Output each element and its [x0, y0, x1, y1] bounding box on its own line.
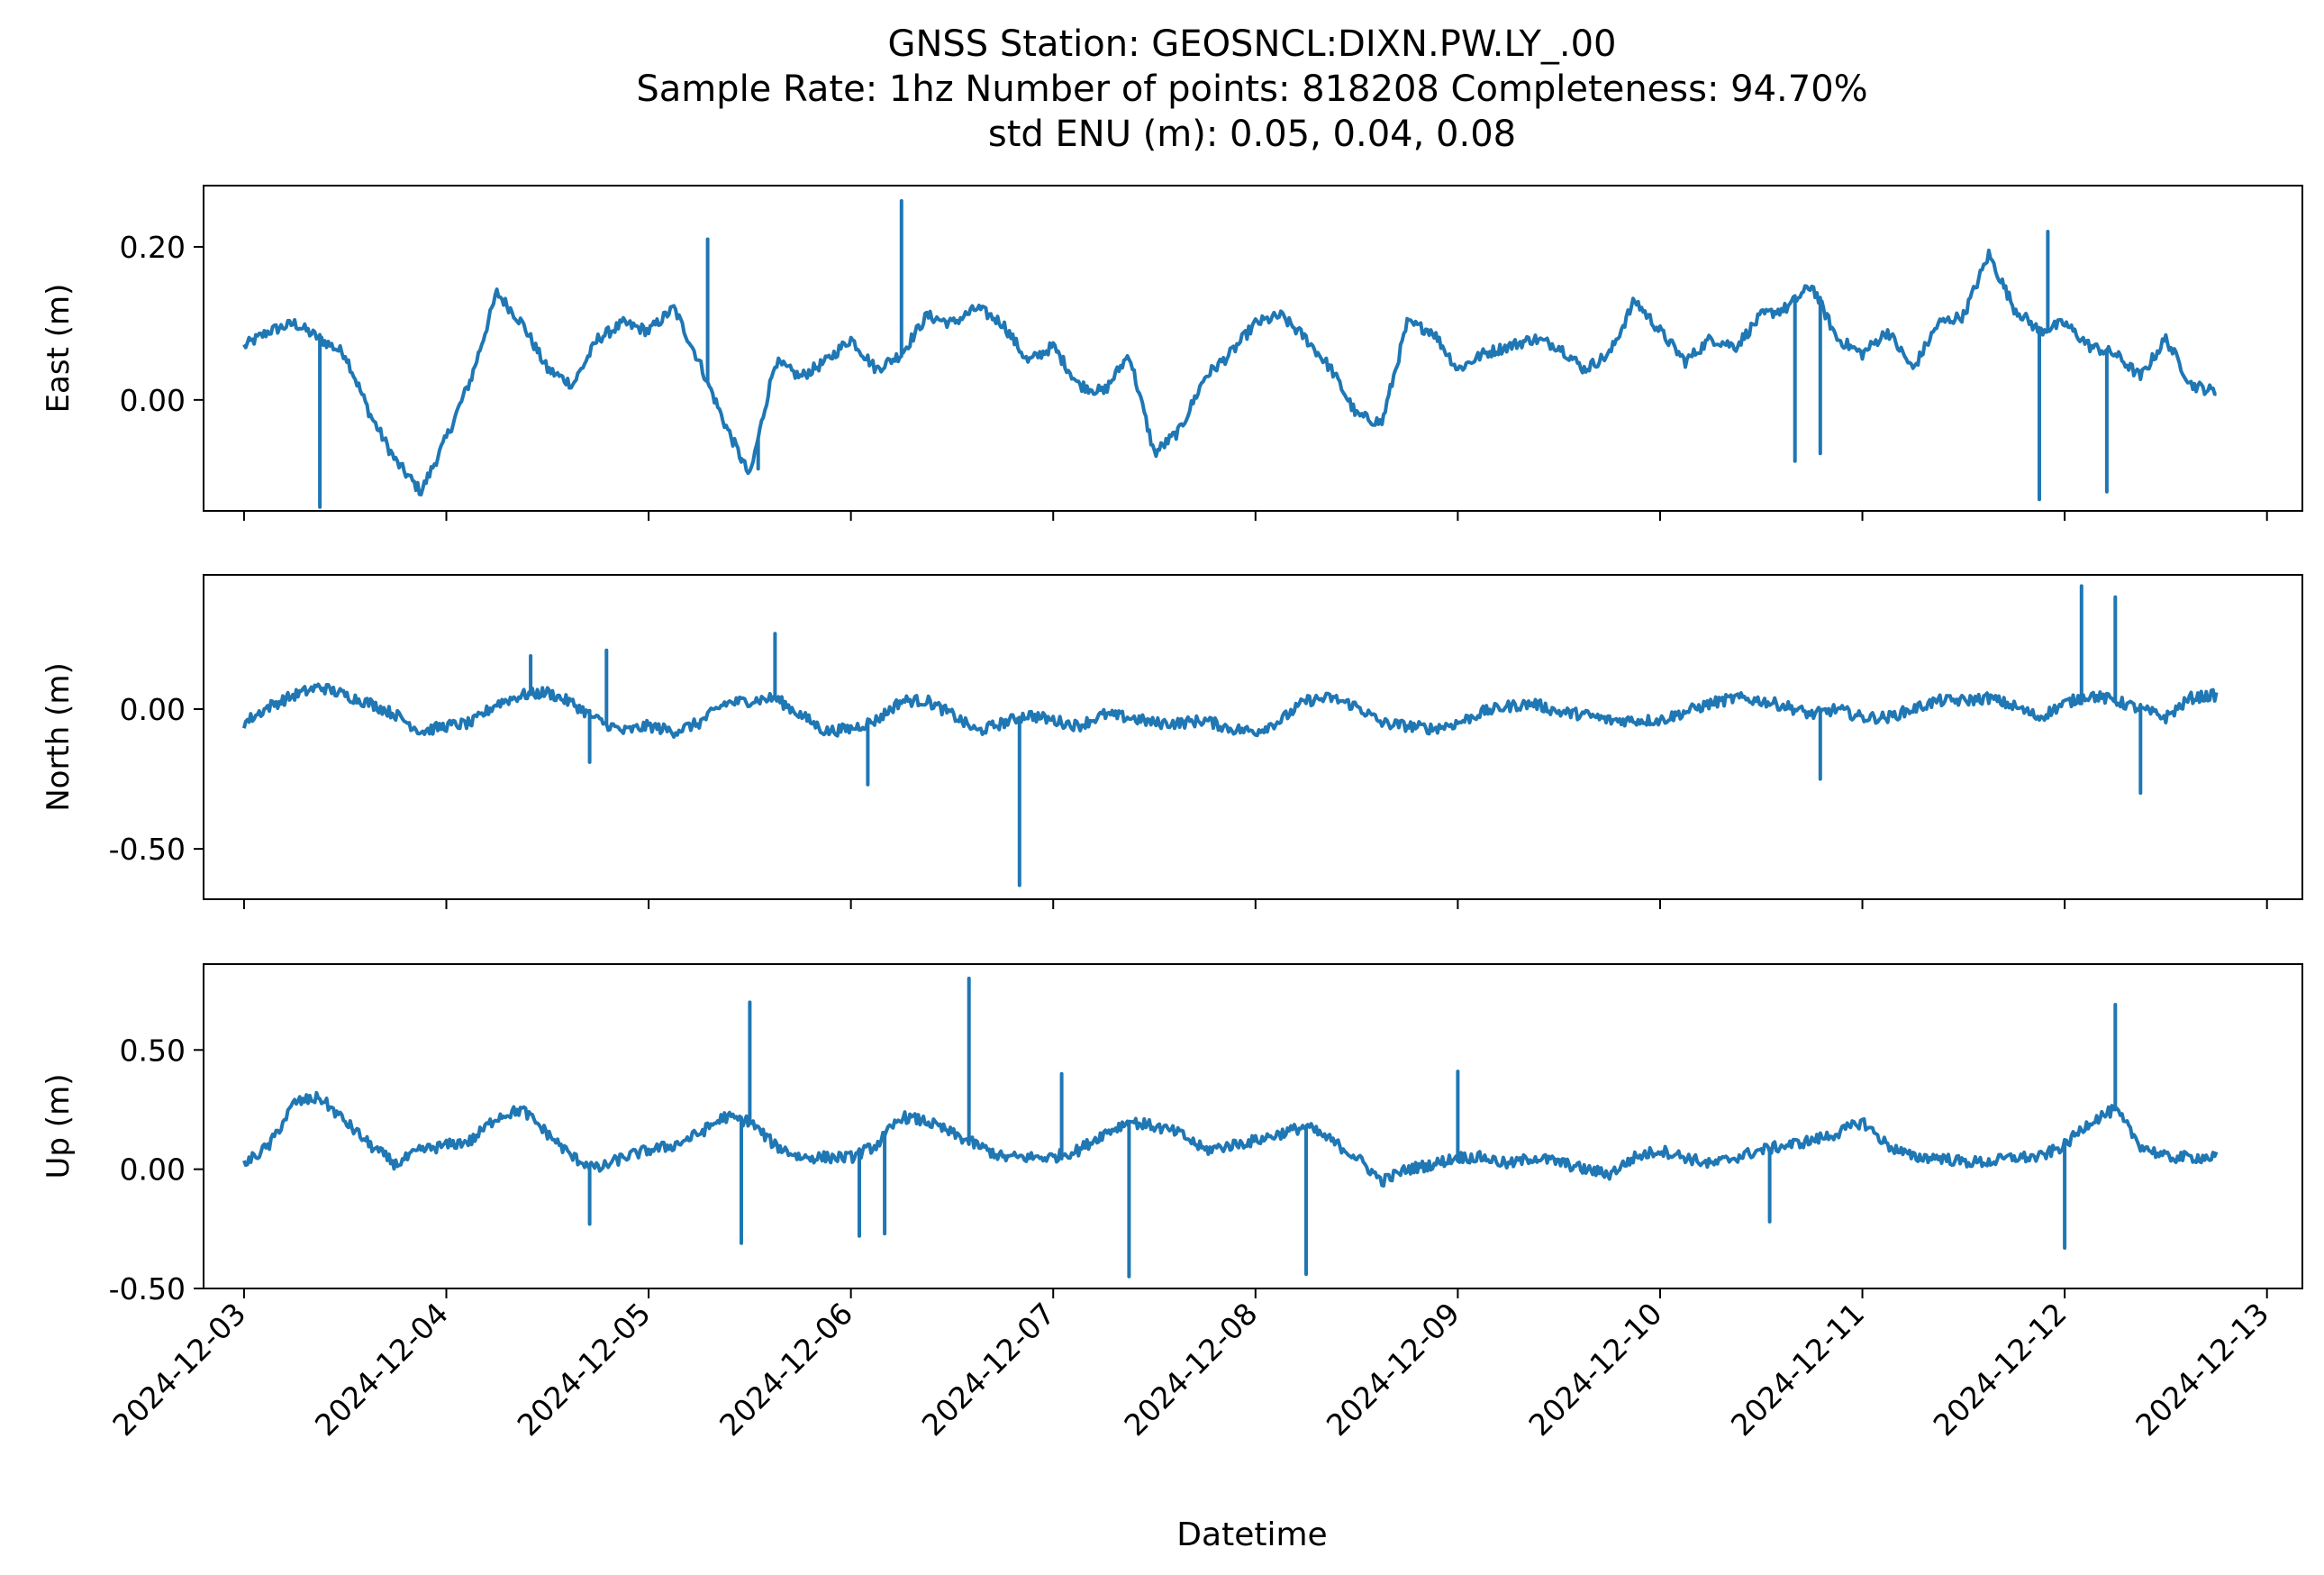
x-tick-label-2: 2024-12-05: [511, 1296, 658, 1443]
x-tick-label-5: 2024-12-08: [1117, 1296, 1264, 1443]
y-axis-label-2: Up (m): [41, 1074, 77, 1179]
series-line-2: [242, 976, 2219, 1279]
y-tick-label-0-1: 0.20: [120, 230, 186, 265]
x-tick-label-0: 2024-12-03: [105, 1296, 252, 1443]
axes-frame-2: [203, 963, 2303, 1289]
axes-frame-1: [203, 574, 2303, 900]
x-tick-label-10: 2024-12-13: [2129, 1296, 2275, 1443]
x-tick-label-1: 2024-12-04: [308, 1296, 455, 1443]
x-tick-label-4: 2024-12-07: [915, 1296, 1062, 1443]
chart-title-line2: Sample Rate: 1hz Number of points: 81820…: [636, 68, 1867, 110]
x-tick-label-3: 2024-12-06: [713, 1296, 859, 1443]
series-line-0: [242, 199, 2217, 509]
panel-0: 0.00 0.20 East (m): [41, 185, 2303, 521]
y-axis-label-1: North (m): [41, 662, 77, 812]
chart-title-line1: GNSS Station: GEOSNCL:DIXN.PW.LY_.00: [887, 23, 1616, 65]
panel-2: -0.50 0.00 0.50 Up (m): [41, 963, 2303, 1306]
y-tick-label-1-0: 0.00: [120, 692, 186, 727]
series-line-1: [241, 584, 2219, 888]
x-tick-label-6: 2024-12-09: [1320, 1296, 1466, 1443]
y-tick-label-2-2: 0.50: [120, 1033, 186, 1068]
x-tick-label-9: 2024-12-12: [1927, 1296, 2074, 1443]
x-tick-label-7: 2024-12-10: [1521, 1296, 1668, 1443]
x-axis-label: Datetime: [1176, 1516, 1327, 1553]
y-tick-label-2-0: -0.50: [109, 1271, 186, 1306]
x-tick-label-8: 2024-12-11: [1724, 1296, 1871, 1443]
y-axis-label-0: East (m): [41, 284, 77, 414]
axes-frame-0: [203, 185, 2303, 512]
y-tick-label-0-0: 0.00: [120, 383, 186, 418]
y-tick-label-1-1: -0.50: [109, 832, 186, 867]
y-tick-label-2-1: 0.00: [120, 1152, 186, 1188]
chart-title-line3: std ENU (m): 0.05, 0.04, 0.08: [988, 114, 1516, 155]
panel-1: 0.00 -0.50 North (m): [41, 574, 2303, 909]
